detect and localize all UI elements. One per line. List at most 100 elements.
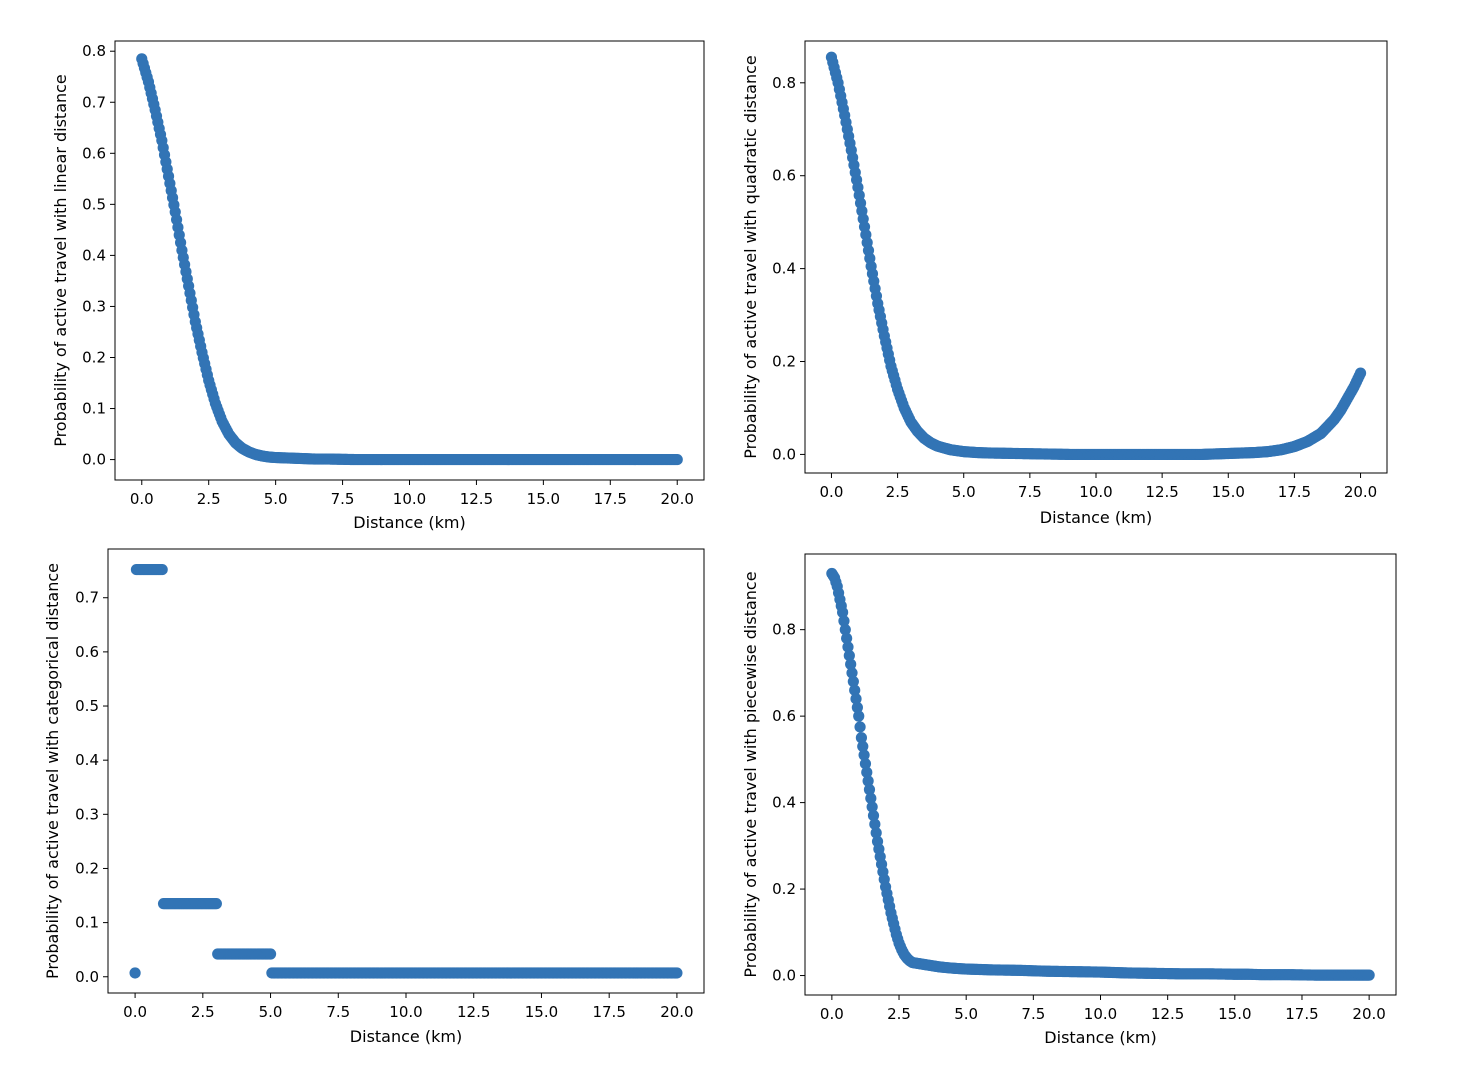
x-tick-label: 15.0: [527, 490, 560, 508]
y-tick: 0.0: [75, 968, 108, 986]
y-tick-label: 0.2: [772, 353, 796, 371]
x-tick-label: 12.5: [460, 490, 493, 508]
y-tick: 0.2: [772, 880, 805, 898]
data-point: [846, 667, 858, 679]
x-tick: 12.5: [1145, 473, 1179, 501]
x-tick-label: 7.5: [331, 490, 355, 508]
y-tick: 0.0: [82, 451, 115, 469]
subplot-1: 0.0 2.5 5.0 7.5 10.0 12.5 15.0 17.5 20.0 0.0 0.1 0.…: [51, 40, 705, 532]
x-axis-label: Distance (km): [353, 513, 465, 532]
scatter-markers: [825, 51, 1367, 461]
x-tick-label: 12.5: [457, 1003, 490, 1021]
x-tick-label: 0.0: [820, 483, 844, 501]
x-tick-label: 17.5: [594, 490, 627, 508]
data-point: [867, 809, 880, 822]
x-tick-label: 2.5: [887, 1005, 911, 1023]
x-tick-label: 10.0: [393, 490, 426, 508]
x-tick-label: 7.5: [1021, 1005, 1045, 1023]
scatter-markers: [826, 567, 1375, 981]
data-point: [857, 740, 869, 753]
x-tick: 7.5: [1018, 473, 1042, 501]
x-tick-label: 20.0: [1352, 1005, 1385, 1023]
x-tick: 2.5: [191, 993, 215, 1021]
x-tick: 20.0: [1344, 473, 1377, 501]
x-tick-label: 17.5: [1278, 483, 1311, 501]
y-tick-label: 0.4: [772, 794, 796, 812]
x-tick: 10.0: [1084, 995, 1117, 1023]
y-axis-label: Probability of active travel with catego…: [43, 563, 62, 979]
data-point: [855, 732, 868, 744]
data-point: [854, 721, 866, 733]
data-point: [858, 749, 870, 761]
scatter-markers: [129, 563, 683, 979]
y-tick: 0.6: [772, 167, 805, 185]
y-tick: 0.4: [82, 246, 115, 264]
y-tick-label: 0.4: [772, 260, 796, 278]
y-tick: 0.8: [772, 621, 805, 639]
x-tick: 15.0: [1212, 473, 1245, 501]
x-tick: 0.0: [820, 995, 844, 1023]
y-tick-label: 0.6: [82, 144, 106, 162]
y-tick-label: 0.8: [772, 621, 796, 639]
x-tick: 20.0: [660, 993, 694, 1021]
data-point: [210, 898, 222, 910]
x-tick-label: 2.5: [197, 490, 221, 508]
x-tick-label: 7.5: [1018, 483, 1042, 501]
data-point: [671, 453, 683, 466]
data-point: [838, 615, 850, 627]
x-tick-label: 0.0: [123, 1003, 147, 1021]
x-tick-label: 17.5: [592, 1003, 625, 1021]
y-tick: 0.0: [772, 445, 805, 463]
x-tick: 20.0: [1352, 995, 1386, 1023]
data-point: [869, 818, 881, 830]
x-tick-label: 2.5: [886, 483, 910, 501]
y-tick: 0.6: [75, 643, 108, 661]
y-tick: 0.1: [82, 400, 115, 418]
x-tick-label: 15.0: [525, 1003, 558, 1021]
y-tick: 0.8: [772, 74, 805, 92]
x-tick-label: 10.0: [1084, 1005, 1117, 1023]
x-tick: 5.0: [264, 480, 288, 508]
y-tick-label: 0.2: [82, 348, 106, 366]
data-point: [845, 658, 857, 670]
x-tick: 10.0: [1079, 473, 1113, 501]
y-tick: 0.8: [82, 42, 115, 60]
x-tick-label: 10.0: [1079, 483, 1112, 501]
x-tick: 17.5: [1278, 473, 1311, 501]
x-tick-label: 10.0: [389, 1003, 422, 1021]
y-tick-label: 0.4: [82, 246, 106, 264]
x-tick: 5.0: [954, 995, 978, 1023]
x-tick: 7.5: [1021, 995, 1045, 1023]
x-tick: 17.5: [592, 993, 626, 1021]
y-tick-label: 0.7: [75, 589, 99, 607]
y-tick: 0.0: [772, 967, 805, 985]
data-point: [866, 801, 878, 813]
axes-frame: [107, 548, 705, 994]
x-tick-label: 12.5: [1151, 1005, 1184, 1023]
x-tick-label: 0.0: [820, 1005, 844, 1023]
x-tick: 12.5: [460, 480, 493, 508]
x-axis-label: Distance (km): [1040, 508, 1152, 527]
y-tick-label: 0.0: [772, 445, 796, 463]
data-point: [849, 684, 861, 696]
y-tick-label: 0.6: [772, 707, 796, 725]
subplot-2: 0.0 2.5 5.0 7.5 10.0 12.5 15.0 17.5 20.0 0.0 0.2 0.…: [741, 40, 1388, 527]
data-point: [843, 650, 855, 662]
x-tick-label: 5.0: [259, 1003, 283, 1021]
scatter-markers: [136, 53, 683, 466]
y-axis-label: Probability of active travel with linear…: [51, 74, 70, 447]
axes-frame: [804, 40, 1388, 474]
x-tick: 2.5: [887, 995, 911, 1023]
data-point: [841, 632, 853, 644]
y-tick-label: 0.1: [75, 914, 99, 932]
x-tick-label: 15.0: [1218, 1005, 1251, 1023]
x-axis-label: Distance (km): [350, 1027, 462, 1046]
y-tick: 0.5: [82, 195, 115, 213]
x-tick: 0.0: [130, 480, 154, 508]
y-tick: 0.4: [772, 794, 805, 812]
y-tick-label: 0.3: [75, 805, 99, 823]
y-tick: 0.7: [82, 93, 115, 111]
x-tick-label: 2.5: [191, 1003, 215, 1021]
x-tick-label: 15.0: [1212, 483, 1245, 501]
